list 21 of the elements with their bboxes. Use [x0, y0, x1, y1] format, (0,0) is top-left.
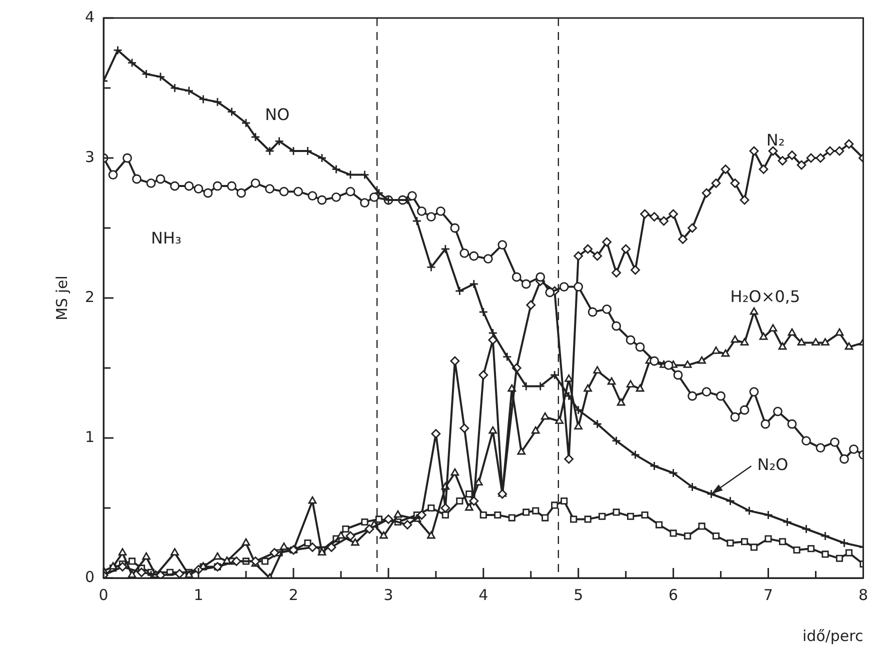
y-tick-label: 3	[84, 148, 95, 166]
x-tick-label: 4	[478, 586, 488, 604]
x-axis-title: idő/perc	[802, 626, 864, 645]
annotation: N₂O	[757, 455, 788, 474]
x-tick-label: 5	[574, 586, 584, 604]
x-tick-label: 1	[194, 586, 204, 604]
y-tick-label: 4	[84, 8, 95, 26]
x-tick-label: 7	[763, 586, 774, 604]
x-tick-label: 8	[858, 586, 868, 604]
y-tick-label: 0	[84, 568, 95, 586]
text: NH₃	[151, 228, 182, 248]
x-tick-label: 6	[668, 586, 678, 604]
y-tick-label: 2	[84, 288, 95, 306]
series-label: NO	[264, 105, 290, 124]
x-tick-label: 2	[288, 586, 298, 604]
series-label: N₂	[766, 130, 785, 150]
y-tick-label: 1	[84, 428, 95, 446]
y-axis-title: MS jel	[52, 276, 71, 320]
x-tick-label: 3	[384, 586, 394, 604]
series-label: H₂O×0,5	[730, 287, 800, 306]
x-tick-label: 0	[98, 586, 108, 604]
